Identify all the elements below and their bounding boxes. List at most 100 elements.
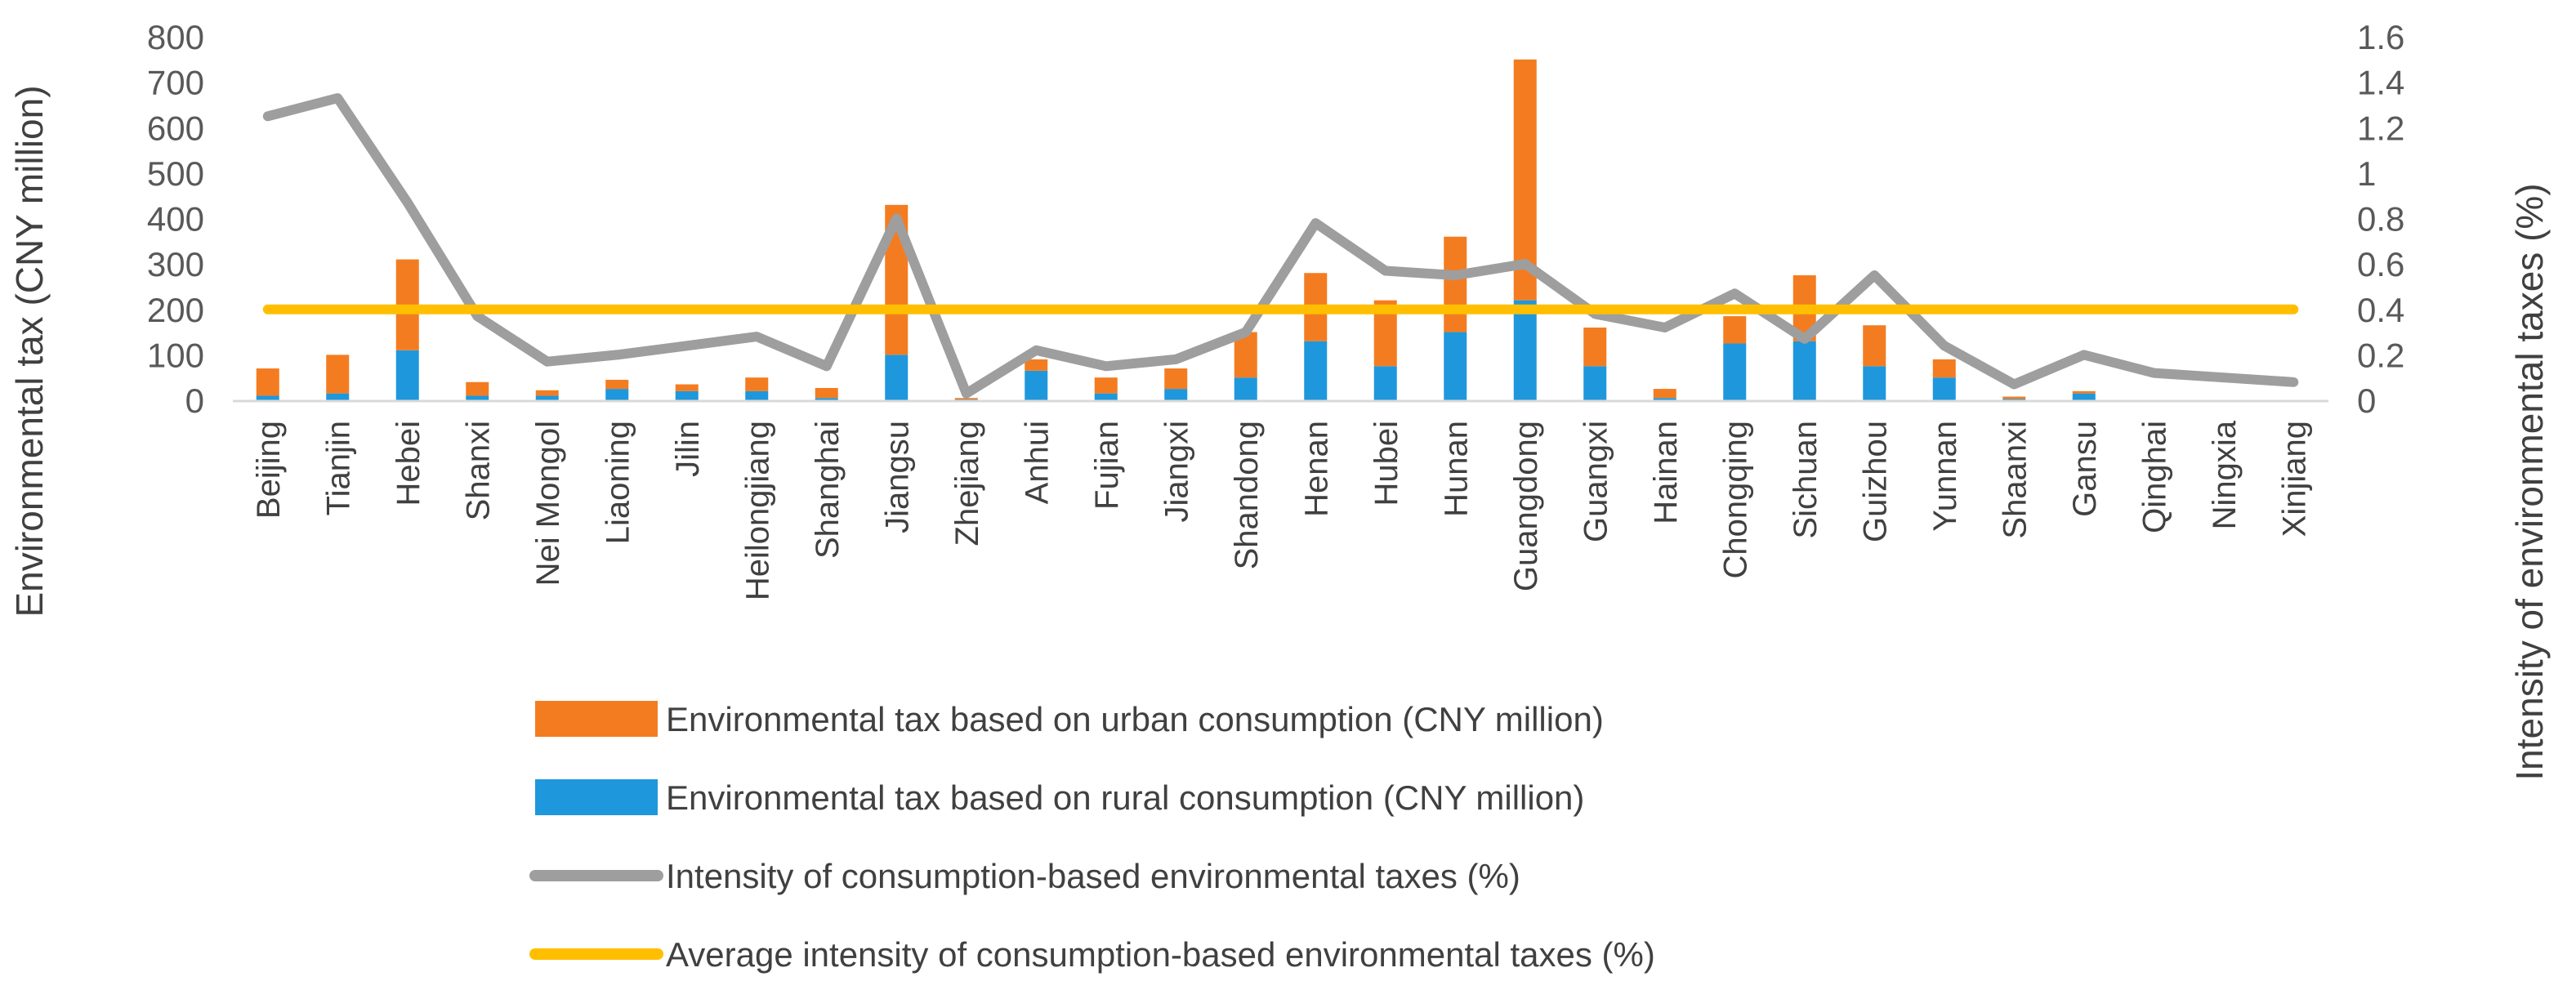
legend-swatch-series-0 — [535, 779, 658, 815]
x-tick-label-guizhou: Guizhou — [1857, 421, 1893, 542]
y-tick-label: 300 — [147, 245, 204, 283]
bar-hainan-series-1 — [1653, 389, 1676, 399]
x-tick-label-beijing: Beijing — [251, 421, 287, 519]
bar-hunan-series-1 — [1444, 236, 1467, 332]
y2-tick-label: 0.6 — [2357, 245, 2404, 283]
bar-guizhou-series-0 — [1863, 366, 1886, 400]
x-tick-label-anhui: Anhui — [1019, 421, 1055, 504]
y-tick-label: 800 — [147, 18, 204, 56]
bar-zhejiang-series-1 — [954, 398, 978, 399]
y2-tick-label: 1.6 — [2357, 18, 2404, 56]
y2-tick-label: 1.2 — [2357, 109, 2404, 147]
bar-jilin-series-1 — [675, 384, 699, 391]
bar-fujian-series-0 — [1094, 393, 1118, 400]
bar-gansu-series-1 — [2072, 390, 2096, 394]
bar-beijing-series-1 — [256, 368, 279, 396]
bar-shandong-series-0 — [1234, 377, 1257, 400]
legend-label-series-2: Intensity of consumption-based environme… — [666, 857, 1520, 895]
legend: Environmental tax based on urban consump… — [529, 700, 1655, 974]
bar-chongqing-series-0 — [1723, 343, 1747, 400]
bar-nei-mongol-series-1 — [535, 390, 559, 396]
bar-liaoning-series-1 — [605, 379, 629, 390]
bar-chongqing-series-1 — [1723, 316, 1747, 344]
bar-shanxi-series-0 — [466, 395, 489, 400]
bar-zhejiang-series-0 — [954, 399, 978, 400]
x-tick-label-shaanxi: Shaanxi — [1997, 421, 2033, 539]
bar-yunnan-series-1 — [1932, 359, 1956, 378]
x-tick-label-guangxi: Guangxi — [1578, 421, 1614, 542]
y-tick-label: 200 — [147, 291, 204, 329]
bar-jiangxi-series-0 — [1164, 389, 1188, 400]
bar-hubei-series-0 — [1373, 366, 1397, 400]
x-tick-label-chongqing: Chongqing — [1717, 421, 1753, 579]
x-tick-label-henan: Henan — [1298, 421, 1334, 517]
y2-tick-label: 0 — [2357, 381, 2376, 420]
x-tick-label-guangdong: Guangdong — [1508, 421, 1544, 591]
x-tick-label-hubei: Hubei — [1368, 421, 1404, 506]
x-tick-label-hunan: Hunan — [1438, 421, 1474, 517]
x-tick-label-jilin: Jilin — [670, 421, 706, 477]
bar-shanghai-series-1 — [815, 387, 838, 399]
y-tick-label: 700 — [147, 64, 204, 102]
bar-guizhou-series-1 — [1863, 325, 1886, 367]
bar-shanghai-series-0 — [815, 398, 838, 400]
legend-label-series-3: Average intensity of consumption-based e… — [666, 935, 1655, 974]
x-tick-label-shanxi: Shanxi — [460, 421, 496, 520]
y2-tick-label: 0.4 — [2357, 291, 2404, 329]
bar-gansu-series-0 — [2072, 393, 2096, 400]
bar-beijing-series-0 — [256, 395, 279, 400]
bar-heilongjiang-series-0 — [745, 390, 769, 400]
bar-shaanxi-series-1 — [2002, 396, 2026, 399]
legend-label-series-0: Environmental tax based on rural consump… — [666, 778, 1584, 817]
y2-tick-label: 0.8 — [2357, 200, 2404, 239]
y-tick-label: 0 — [185, 381, 204, 420]
x-tick-label-qinghai: Qinghai — [2136, 421, 2172, 533]
x-tick-label-nei-mongol: Nei Mongol — [530, 421, 566, 586]
y-tick-label: 500 — [147, 154, 204, 193]
bar-guangdong-series-0 — [1513, 300, 1537, 400]
x-tick-label-yunnan: Yunnan — [1927, 421, 1963, 532]
bar-sichuan-series-0 — [1792, 341, 1816, 400]
x-tick-label-fujian: Fujian — [1089, 421, 1125, 510]
axes-layer: 0 100 200 300 400 500 600 700 800 0 0.2 0.4 0.6 0.8 1 1… — [8, 18, 2551, 781]
bar-guangxi-series-0 — [1583, 366, 1607, 400]
x-tick-label-ningxia: Ningxia — [2207, 420, 2243, 529]
x-tick-label-gansu: Gansu — [2067, 421, 2103, 517]
legend-swatch-series-1 — [535, 701, 658, 737]
x-tick-label-xinjiang: Xinjiang — [2276, 421, 2312, 537]
lines-layer — [262, 93, 2299, 399]
y-tick-label: 100 — [147, 336, 204, 374]
y2-tick-label: 1 — [2357, 154, 2376, 193]
x-tick-label-tianjin: Tianjin — [320, 421, 356, 515]
line-series-2 — [262, 93, 2299, 399]
x-tick-label-shanghai: Shanghai — [810, 421, 846, 559]
bar-jiangxi-series-1 — [1164, 368, 1188, 390]
y2-axis-title: Intensity of environmental taxes (%) — [2508, 183, 2551, 780]
y-axis-title: Environmental tax (CNY million) — [8, 85, 51, 617]
legend-label-series-1: Environmental tax based on urban consump… — [666, 700, 1604, 738]
bar-fujian-series-1 — [1094, 377, 1118, 394]
bar-tianjin-series-1 — [326, 355, 350, 394]
x-tick-label-jiangxi: Jiangxi — [1159, 421, 1194, 523]
x-tick-label-jiangsu: Jiangsu — [879, 421, 915, 533]
y-tick-label: 600 — [147, 109, 204, 147]
bar-nei-mongol-series-0 — [535, 395, 559, 400]
bar-shaanxi-series-0 — [2002, 399, 2026, 400]
x-tick-label-shandong: Shandong — [1229, 421, 1265, 569]
bar-guangxi-series-1 — [1583, 328, 1607, 367]
x-tick-label-zhejiang: Zhejiang — [949, 421, 985, 546]
bar-liaoning-series-0 — [605, 389, 629, 400]
bar-shanxi-series-1 — [466, 381, 489, 396]
x-tick-label-hainan: Hainan — [1648, 421, 1684, 524]
y2-tick-label: 0.2 — [2357, 336, 2404, 374]
bar-hebei-series-0 — [395, 350, 419, 400]
y-tick-label: 400 — [147, 200, 204, 239]
bar-hunan-series-0 — [1444, 332, 1467, 400]
x-tick-label-sichuan: Sichuan — [1788, 421, 1824, 539]
x-tick-label-heilongjiang: Heilongjiang — [739, 421, 775, 600]
x-tick-label-liaoning: Liaoning — [600, 421, 636, 544]
bar-yunnan-series-0 — [1932, 377, 1956, 400]
bar-anhui-series-1 — [1025, 359, 1048, 371]
